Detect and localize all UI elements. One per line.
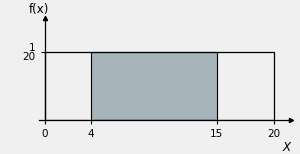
Bar bbox=[91, 52, 217, 120]
X-axis label: X: X bbox=[283, 141, 291, 154]
Bar bbox=[45, 52, 274, 120]
Y-axis label: f(x): f(x) bbox=[29, 3, 49, 16]
